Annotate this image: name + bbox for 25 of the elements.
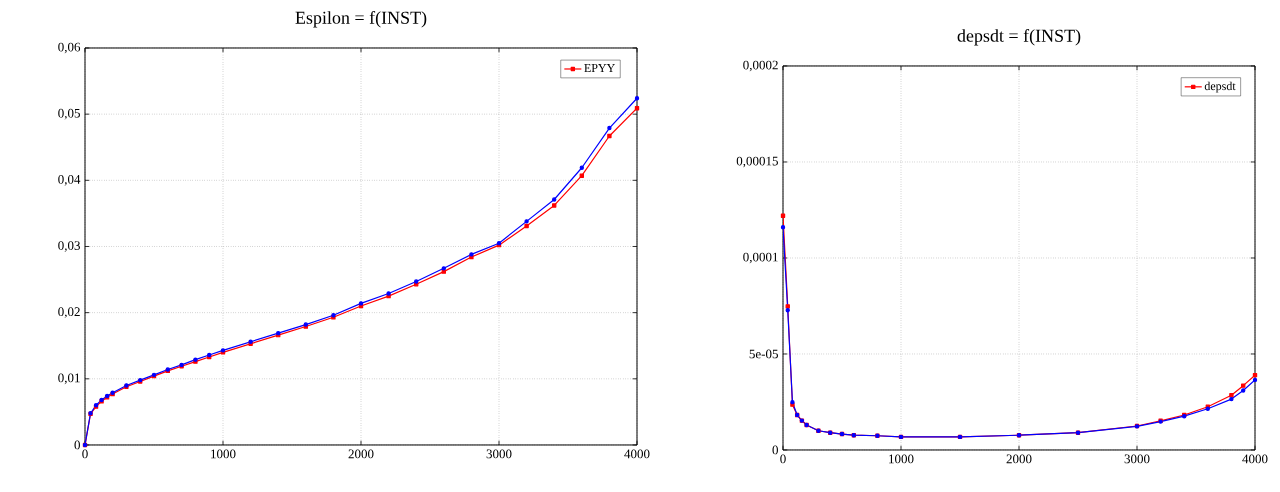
y-tick-label: 0 — [74, 440, 80, 450]
y-tick-label: 0,00015 — [736, 156, 778, 168]
x-tick-label: 2000 — [1006, 454, 1032, 464]
y-tick-label: 0,05 — [58, 108, 80, 120]
x-tick-label: 1000 — [889, 454, 914, 464]
x-tick-label: 0 — [780, 454, 786, 464]
legend-label: depsdt — [1204, 81, 1236, 93]
chart-title: depsdt = f(INST) — [957, 28, 1081, 46]
x-tick-label: 2000 — [348, 449, 374, 459]
x-tick-label: 3000 — [486, 449, 512, 459]
x-tick-label: 0 — [82, 449, 88, 459]
x-tick-label: 3000 — [1124, 454, 1150, 464]
y-tick-label: 0,06 — [58, 42, 81, 54]
y-tick-label: 0,0002 — [743, 60, 778, 72]
y-tick-label: 0,0001 — [743, 252, 778, 264]
chart-title: Espilon = f(INST) — [295, 10, 427, 28]
legend-label: EPYY — [584, 64, 615, 72]
y-tick-label: 0,04 — [58, 175, 81, 186]
x-tick-label: 4000 — [1242, 454, 1268, 464]
y-tick-label: 0,03 — [58, 241, 80, 252]
y-tick-label: 0,01 — [58, 373, 80, 385]
x-tick-label: 4000 — [624, 449, 650, 459]
x-tick-label: 1000 — [211, 449, 236, 459]
y-tick-label: 0,02 — [58, 307, 80, 318]
y-tick-label: 5e-05 — [749, 349, 778, 359]
